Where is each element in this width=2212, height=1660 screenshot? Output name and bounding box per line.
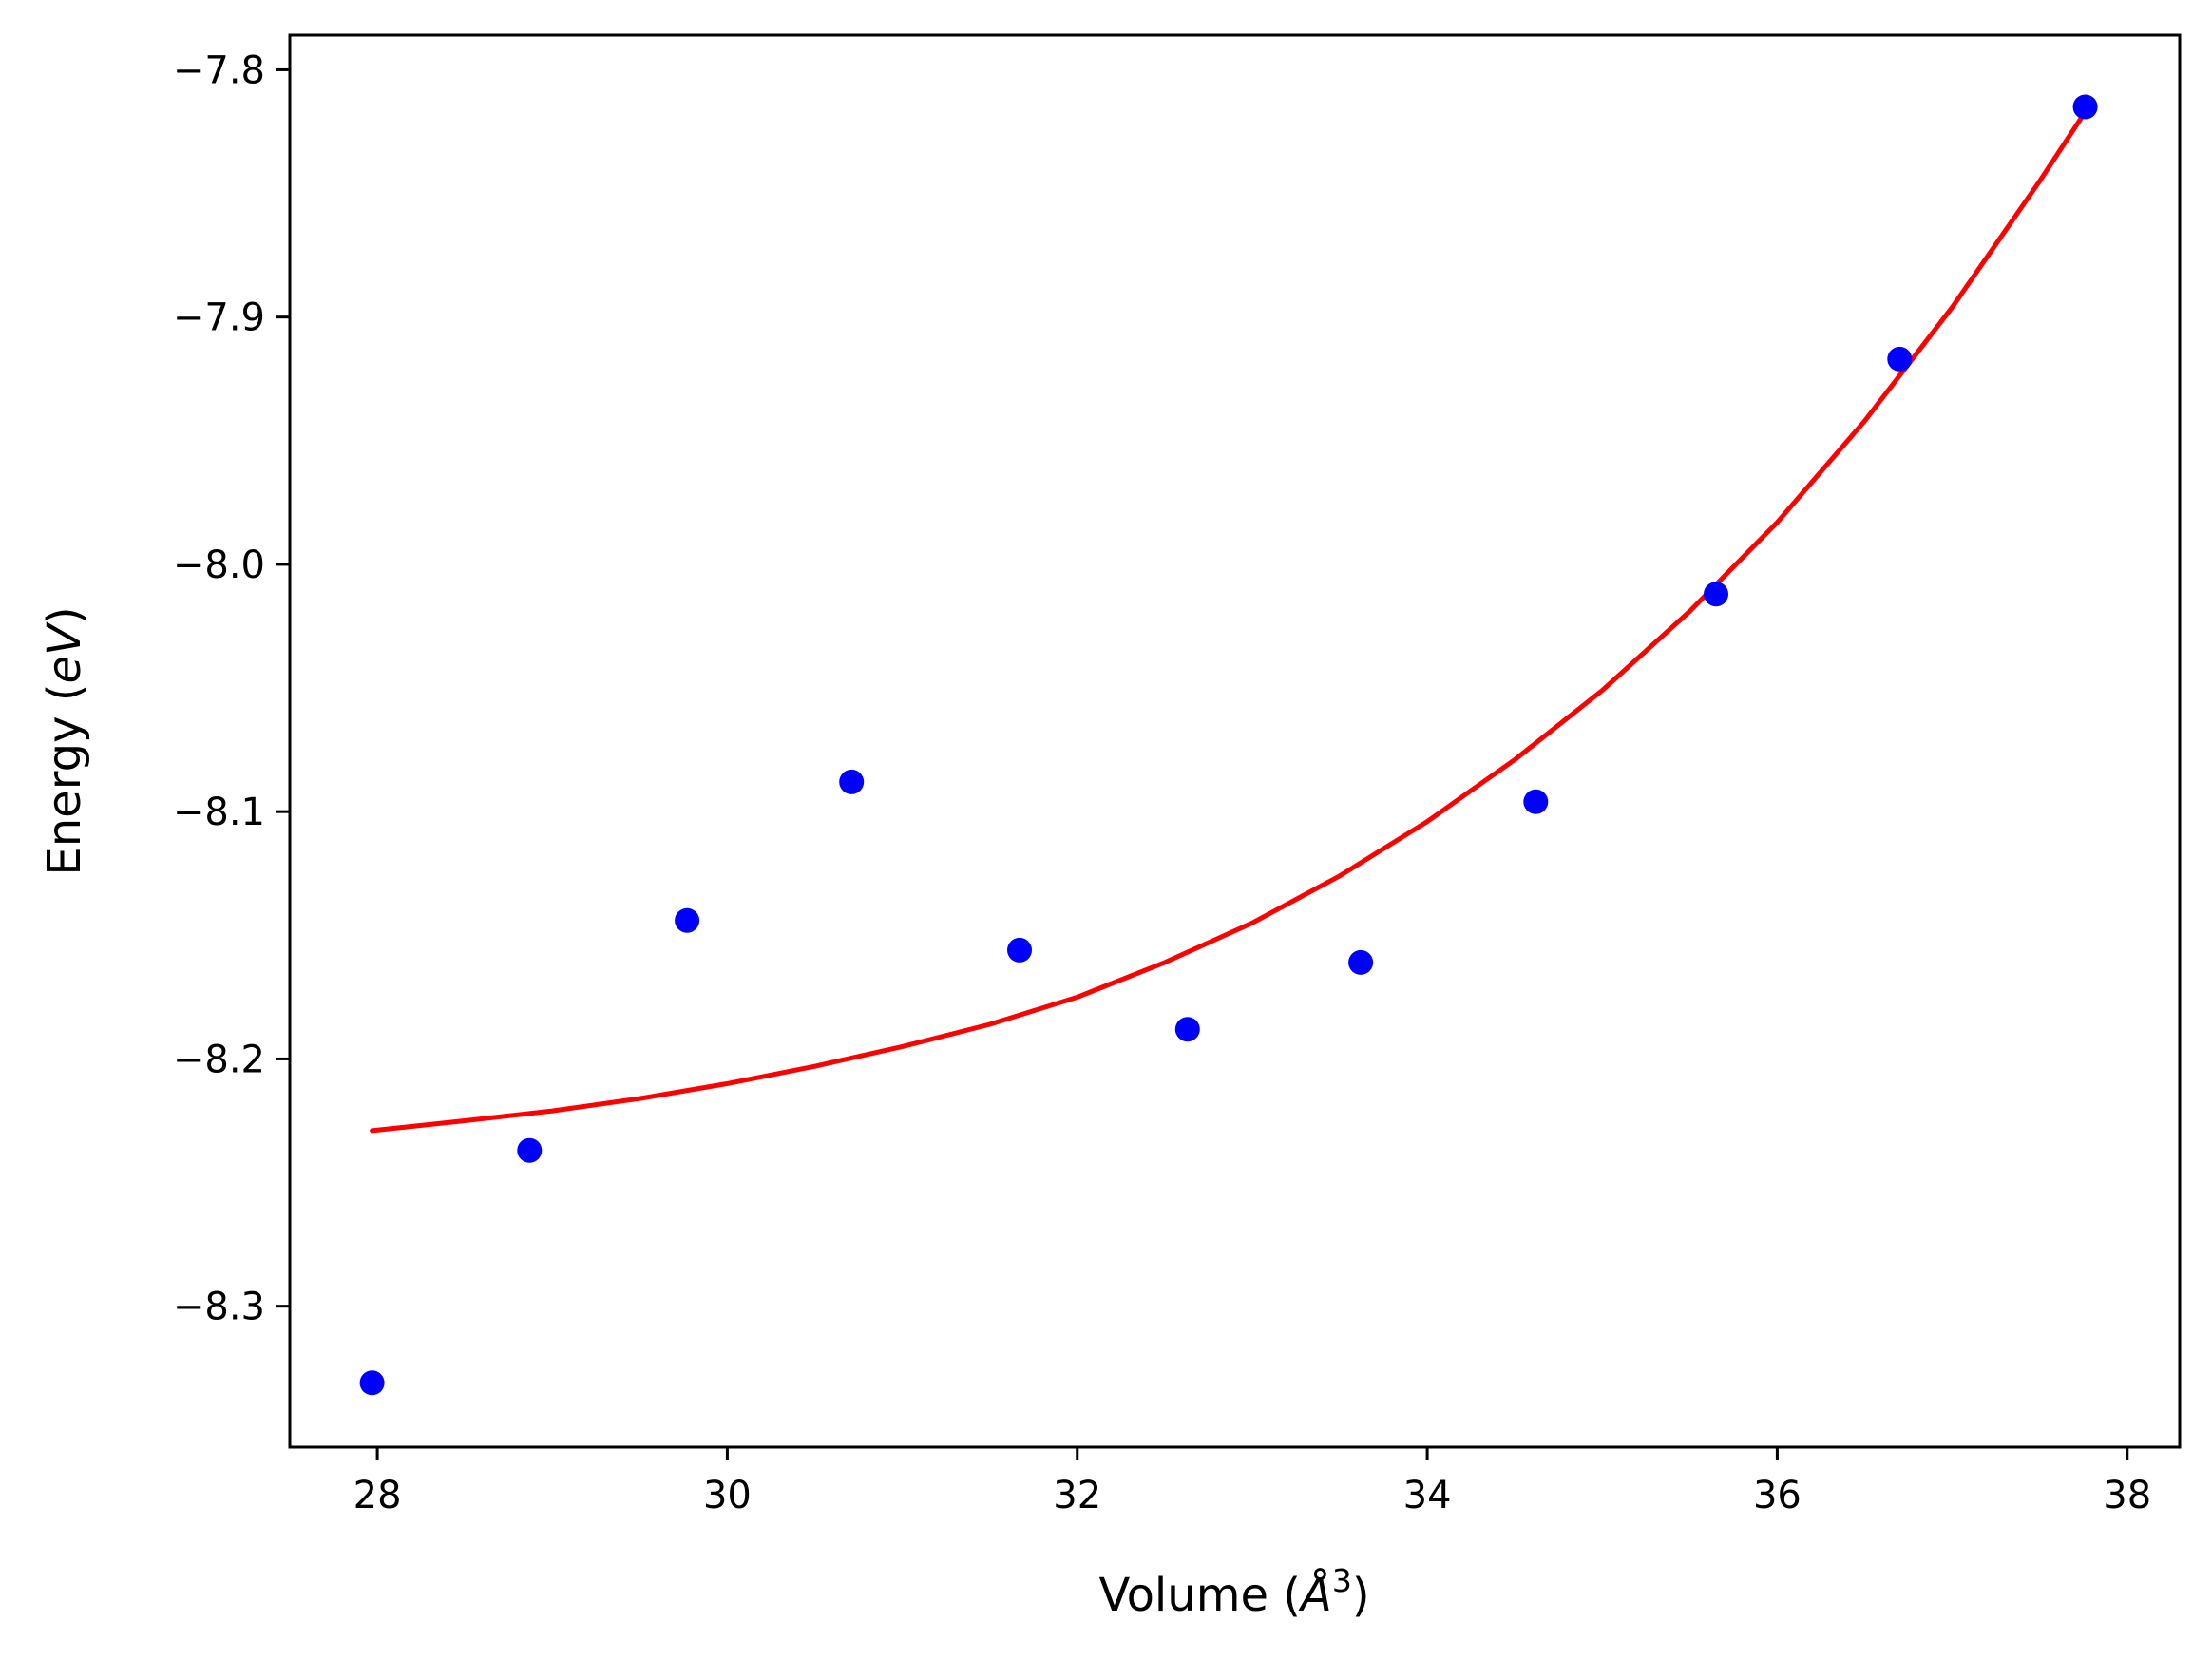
y-tick-label: −8.1 bbox=[173, 791, 265, 834]
x-axis-label-power: 3 bbox=[1332, 1562, 1352, 1599]
y-tick-label: −7.8 bbox=[173, 48, 265, 92]
y-tick-label: −8.0 bbox=[173, 544, 265, 587]
x-tick-label: 30 bbox=[703, 1474, 752, 1517]
x-axis-label-symbol: Å bbox=[1298, 1568, 1332, 1622]
y-tick-label: −7.9 bbox=[173, 296, 265, 340]
y-tick-label: −8.2 bbox=[173, 1038, 265, 1081]
x-tick-label: 32 bbox=[1053, 1474, 1101, 1517]
data-point bbox=[1007, 937, 1032, 963]
data-point bbox=[1704, 582, 1728, 607]
data-point bbox=[1523, 789, 1549, 814]
x-tick-label: 38 bbox=[2103, 1474, 2151, 1517]
x-axis-label: Volume (Å3) bbox=[1098, 1562, 1369, 1622]
ticks-layer: 28 30 32 34 36 38 −7.8 −7.9 −8.0 −8.1 −8.2 −8.3 bbox=[173, 48, 2151, 1517]
data-point bbox=[359, 1370, 385, 1396]
x-tick-label: 34 bbox=[1403, 1474, 1452, 1517]
data-point bbox=[1348, 949, 1374, 975]
data-point bbox=[1887, 346, 1913, 372]
x-tick-label: 36 bbox=[1753, 1474, 1802, 1517]
series-layer bbox=[359, 94, 2098, 1396]
x-axis-label-suffix: ) bbox=[1352, 1569, 1370, 1622]
plot-frame bbox=[288, 33, 2182, 1449]
data-point bbox=[1174, 1017, 1200, 1042]
data-point bbox=[839, 769, 865, 794]
y-axis-label-unit: eV bbox=[38, 621, 91, 684]
data-point bbox=[675, 907, 700, 933]
y-axis-label-suffix: ) bbox=[38, 606, 91, 624]
x-tick-label: 28 bbox=[353, 1474, 402, 1517]
y-axis-label: Energy (eV) bbox=[38, 606, 91, 875]
y-tick-label: −8.3 bbox=[173, 1286, 265, 1329]
data-point bbox=[517, 1137, 543, 1163]
data-point bbox=[2072, 94, 2098, 120]
x-axis-label-prefix: Volume ( bbox=[1098, 1569, 1301, 1622]
fit-curve bbox=[370, 109, 2088, 1134]
y-axis-label-prefix: Energy ( bbox=[38, 684, 91, 876]
